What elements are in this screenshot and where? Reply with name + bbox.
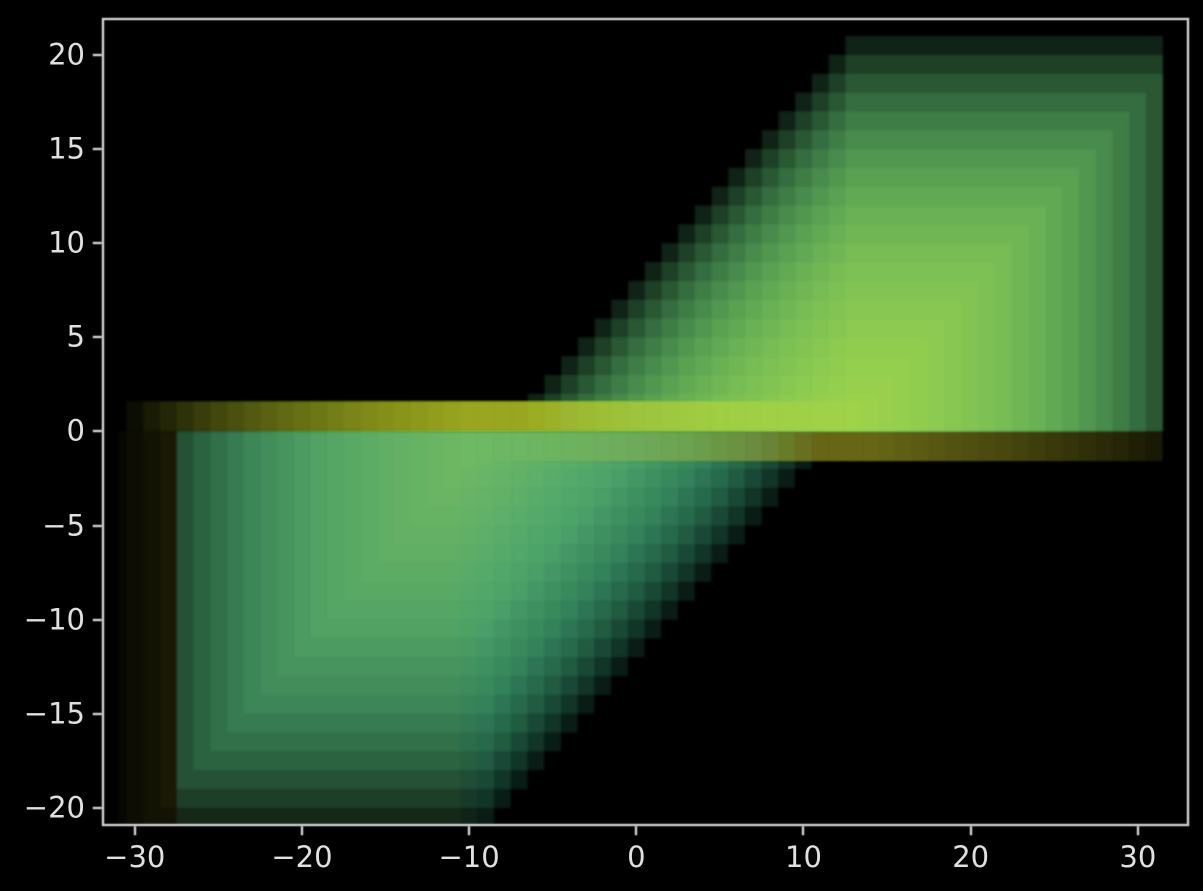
- y-tick-label-0: 0: [66, 413, 85, 448]
- y-tick-label-5: 5: [66, 319, 85, 354]
- y-tick-label-15: 15: [48, 131, 85, 166]
- x-tick-label-0: 0: [627, 840, 646, 874]
- y-tick-label-10: 10: [48, 225, 85, 260]
- y-tick-label--20: −20: [23, 790, 85, 825]
- x-tick-label--20: −20: [271, 840, 333, 874]
- x-tick-label--10: −10: [438, 840, 500, 874]
- y-tick-label--15: −15: [23, 696, 85, 731]
- x-tick-label-30: 30: [1119, 840, 1157, 874]
- y-tick-label--10: −10: [23, 602, 85, 637]
- y-tick-label-20: 20: [48, 37, 85, 72]
- x-tick-label--30: −30: [104, 840, 166, 874]
- x-tick-label-10: 10: [785, 840, 822, 874]
- x-tick-label-20: 20: [952, 840, 990, 874]
- y-tick-label--5: −5: [42, 508, 85, 543]
